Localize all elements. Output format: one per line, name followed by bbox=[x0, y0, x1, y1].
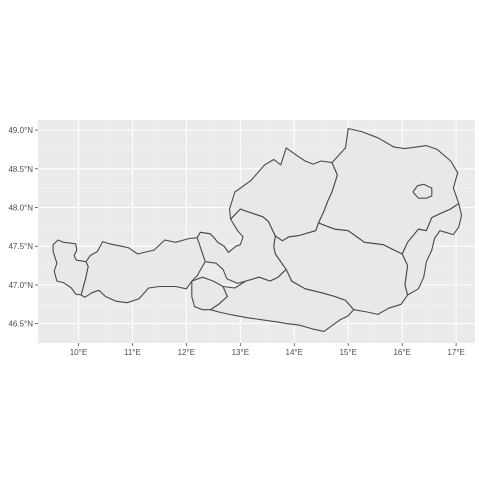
y-tick-label: 48.5°N bbox=[8, 165, 33, 174]
y-tick-label: 47.5°N bbox=[8, 242, 33, 251]
x-tick-label: 17°E bbox=[447, 348, 464, 357]
x-tick-label: 10°E bbox=[70, 348, 87, 357]
y-tick-label: 47.0°N bbox=[8, 281, 33, 290]
y-tick-label: 46.5°N bbox=[8, 320, 33, 329]
y-tick-label: 49.0°N bbox=[8, 126, 33, 135]
region-wien bbox=[412, 183, 433, 199]
x-axis: 10°E 11°E 12°E 13°E 14°E 15°E 16°E 17°E bbox=[70, 343, 465, 357]
x-tick-label: 15°E bbox=[339, 348, 356, 357]
region-kaernten bbox=[210, 268, 355, 332]
map-regions bbox=[52, 127, 463, 332]
x-tick-label: 13°E bbox=[232, 348, 249, 357]
y-axis: 46.5°N 47.0°N 47.5°N 48.0°N 48.5°N 49.0°N bbox=[8, 126, 38, 329]
x-tick-label: 12°E bbox=[178, 348, 195, 357]
x-tick-label: 11°E bbox=[124, 348, 141, 357]
x-tick-label: 14°E bbox=[286, 348, 303, 357]
y-tick-label: 48.0°N bbox=[8, 203, 33, 212]
x-tick-label: 16°E bbox=[393, 348, 410, 357]
